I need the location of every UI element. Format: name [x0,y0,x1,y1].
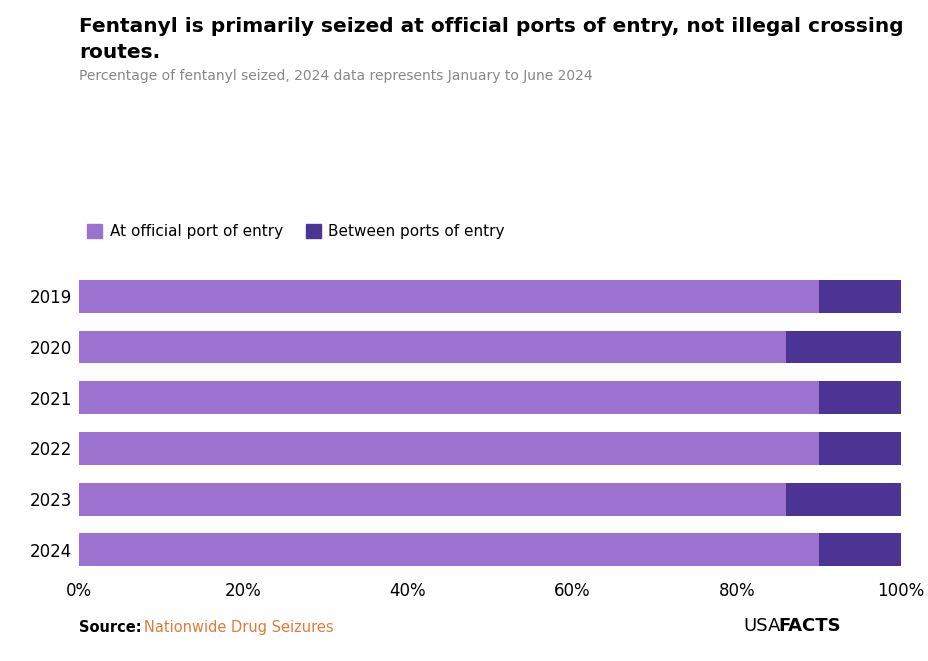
Legend: At official port of entry, Between ports of entry: At official port of entry, Between ports… [86,224,505,239]
Text: Percentage of fentanyl seized, 2024 data represents January to June 2024: Percentage of fentanyl seized, 2024 data… [79,69,592,83]
Bar [79,483,785,516]
Text: routes.: routes. [79,43,160,62]
Bar [79,330,785,364]
Bar [818,381,900,414]
Text: Nationwide Drug Seizures: Nationwide Drug Seizures [144,619,333,635]
Text: Source:: Source: [79,619,141,635]
Text: USA: USA [742,617,780,635]
Text: Fentanyl is primarily seized at official ports of entry, not illegal crossing: Fentanyl is primarily seized at official… [79,17,903,36]
Bar [79,533,818,566]
Bar [79,432,818,465]
Bar [818,432,900,465]
Bar [785,483,900,516]
Bar [785,330,900,364]
Bar [818,533,900,566]
Bar [79,381,818,414]
Bar [79,280,818,313]
Text: FACTS: FACTS [778,617,840,635]
Bar [818,280,900,313]
